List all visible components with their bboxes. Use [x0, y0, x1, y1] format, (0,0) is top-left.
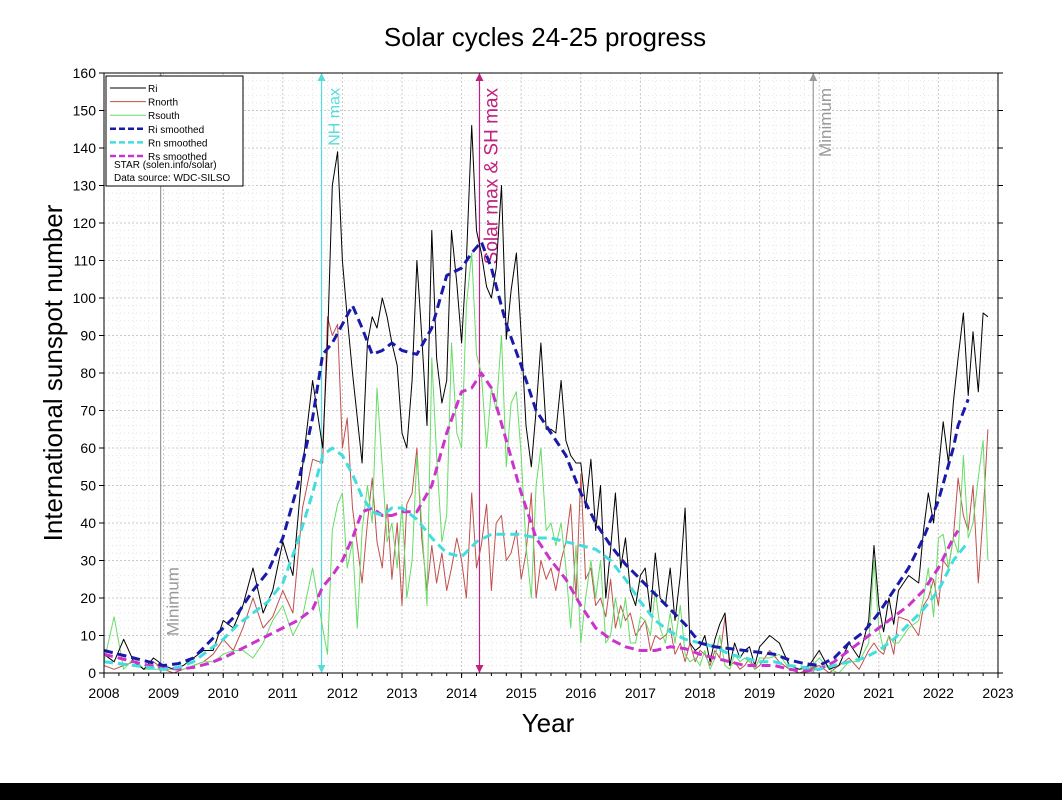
legend-note: Data source: WDC-SILSO — [114, 173, 230, 184]
x-tick-label: 2013 — [386, 685, 417, 701]
y-tick-label: 80 — [80, 365, 96, 381]
x-tick-label: 2022 — [923, 685, 954, 701]
x-tick-label: 2012 — [327, 685, 358, 701]
annotation-label: Minimum — [164, 567, 183, 636]
y-tick-label: 100 — [73, 290, 97, 306]
x-tick-label: 2020 — [804, 685, 835, 701]
x-axis-label: Year — [522, 708, 575, 738]
legend-label: Ri — [148, 84, 157, 95]
legend: Ri Rnorth Rsouth Ri smoothed Rn smoothed Rs s… — [105, 75, 244, 187]
annotation-label: Minimum — [816, 88, 835, 157]
series-line-rs-smoothed — [103, 371, 960, 673]
x-tick-label: 2008 — [88, 685, 119, 701]
y-tick-label: 150 — [73, 103, 97, 119]
x-tick-label: 2017 — [625, 685, 656, 701]
series-line-rn-smoothed — [103, 446, 970, 671]
annotations: Minimum NH max Solar max & SH max Minimum — [156, 73, 835, 673]
y-tick-label: 160 — [73, 65, 97, 81]
y-axis-label: International sunspot number — [38, 204, 68, 541]
y-tick-label: 90 — [80, 328, 96, 344]
legend-label: Rn smoothed — [148, 138, 207, 149]
axis-ticks: 0 10 20 30 40 50 60 70 80 90 100 110 120 130 140 150 160… — [73, 65, 1014, 701]
annotation-label: NH max — [327, 88, 344, 146]
y-tick-label: 50 — [80, 478, 96, 494]
legend-box — [105, 75, 244, 187]
annotation-arrow-bottom — [317, 665, 326, 673]
y-tick-label: 110 — [74, 253, 97, 269]
y-tick-label: 20 — [80, 590, 96, 606]
legend-note: STAR (solen.info/solar) — [114, 160, 217, 171]
annotation-arrow-top — [809, 73, 818, 81]
chart-title: Solar cycles 24-25 progress — [384, 22, 706, 52]
y-tick-label: 70 — [80, 403, 96, 419]
y-tick-label: 140 — [73, 140, 97, 156]
legend-label: Ri smoothed — [148, 125, 204, 136]
annotation-arrow-top — [317, 73, 326, 81]
x-tick-label: 2009 — [148, 685, 179, 701]
annotation-arrow-top — [475, 73, 484, 81]
legend-label: Rnorth — [148, 98, 178, 109]
annotation-label: Solar max & SH max — [481, 88, 502, 265]
y-tick-label: 30 — [80, 553, 96, 569]
series-line-ri — [103, 125, 989, 670]
y-tick-label: 120 — [73, 215, 97, 231]
y-tick-label: 40 — [80, 515, 96, 531]
x-tick-label: 2015 — [506, 685, 537, 701]
x-tick-label: 2018 — [684, 685, 715, 701]
series-group — [103, 125, 989, 674]
y-tick-label: 0 — [88, 665, 96, 681]
x-tick-label: 2023 — [982, 685, 1013, 701]
bottom-bar — [0, 783, 1062, 800]
series-line-ri-smoothed — [103, 240, 970, 667]
y-tick-label: 130 — [73, 178, 97, 194]
y-tick-label: 60 — [80, 440, 96, 456]
x-tick-label: 2014 — [446, 685, 477, 701]
annotation-arrow-bottom — [475, 665, 484, 673]
grid — [103, 72, 999, 674]
x-tick-label: 2016 — [565, 685, 596, 701]
series-line-rnorth — [103, 316, 989, 674]
legend-label: Rsouth — [148, 111, 180, 122]
x-tick-label: 2010 — [208, 685, 239, 701]
x-tick-label: 2021 — [863, 685, 894, 701]
legend-label: Rs smoothed — [148, 152, 207, 163]
y-tick-label: 10 — [80, 628, 96, 644]
x-tick-label: 2011 — [268, 685, 298, 701]
x-tick-label: 2019 — [744, 685, 775, 701]
